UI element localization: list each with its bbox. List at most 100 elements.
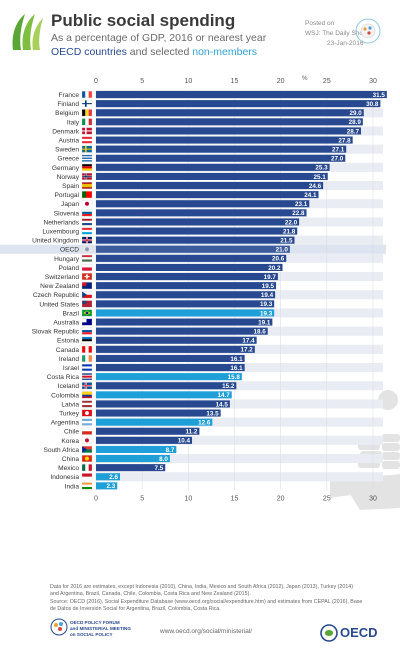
bar-china <box>96 455 170 463</box>
flag-icon-austria <box>81 136 93 144</box>
flag-icon-estonia <box>81 336 93 344</box>
bar-israel <box>96 364 245 372</box>
bar-poland <box>96 263 283 271</box>
value-label-belgium: 29.0 <box>350 110 363 117</box>
country-label-finland: Finland <box>57 101 79 108</box>
x-tick-label-bottom: 20 <box>277 495 285 502</box>
flag-icon-slovak-republic <box>81 327 93 335</box>
country-label-ireland: Ireland <box>59 356 79 363</box>
value-label-italy: 28.9 <box>349 119 362 126</box>
chart-subtitle: As a percentage of GDP, 2016 or nearest … <box>51 32 267 44</box>
bar-costa-rica <box>96 373 242 381</box>
row-stripe <box>96 399 383 409</box>
country-label-oecd: OECD <box>60 247 79 254</box>
bar-chile <box>96 427 200 435</box>
value-label-india: 2.3 <box>106 483 115 490</box>
posted-date: 23-Jan-2016 <box>327 40 364 47</box>
footnotes: Data for 2016 are estimates, except Indo… <box>50 584 395 613</box>
x-tick-label-bottom: 25 <box>323 495 331 502</box>
value-label-slovak-republic: 18.6 <box>253 328 266 335</box>
country-label-mexico: Mexico <box>58 465 79 472</box>
value-label-greece: 27.0 <box>331 156 344 163</box>
country-label-united-states: United States <box>39 301 79 308</box>
country-label-portugal: Portugal <box>54 192 79 199</box>
flag-icon-united-states <box>81 300 93 308</box>
posted-label: Posted on <box>305 20 335 27</box>
country-label-japan: Japan <box>61 201 79 208</box>
ministerial-url-link[interactable]: www.oecd.org/social/ministerial/ <box>160 628 253 635</box>
country-label-costa-rica: Costa Rica <box>47 374 80 381</box>
country-label-italy: Italy <box>67 119 80 126</box>
flag-icon-australia <box>81 318 93 326</box>
bar-sweden <box>96 145 347 153</box>
bar-czech-republic <box>96 291 276 299</box>
bar-new-zealand <box>96 282 277 290</box>
oecd-wordmark: OECD <box>340 625 378 640</box>
value-label-indonesia: 2.6 <box>109 474 118 481</box>
flag-icon-united-kingdom <box>81 236 93 244</box>
bar-oecd <box>96 245 290 253</box>
row-stripe <box>96 381 383 391</box>
footnote-3: Source: OECD (2016), Social Expenditure … <box>50 598 363 605</box>
flag-icon-slovenia <box>81 209 93 217</box>
value-label-iceland: 15.2 <box>222 383 235 390</box>
flag-icon-norway <box>81 173 93 180</box>
country-label-brazil: Brazil <box>63 310 80 317</box>
x-tick-label-bottom: 10 <box>184 495 192 502</box>
flag-icon-latvia <box>81 400 93 408</box>
bar-denmark <box>96 127 361 135</box>
bar-norway <box>96 172 328 180</box>
flag-icon-canada <box>81 345 93 353</box>
country-label-slovenia: Slovenia <box>54 210 80 217</box>
bar-ireland <box>96 354 245 362</box>
footnote-4: de Datos de Inversión Social for Argenti… <box>50 605 221 612</box>
legend-oecd: OECD countries <box>51 46 127 58</box>
country-label-hungary: Hungary <box>54 256 80 263</box>
footnote-1: Data for 2016 are estimates, except Indo… <box>50 584 353 590</box>
country-label-south-africa: South Africa <box>43 447 79 454</box>
country-label-greece: Greece <box>57 156 79 163</box>
bar-brazil <box>96 309 275 317</box>
flag-icon-iceland <box>81 382 93 390</box>
bar-south-africa <box>96 445 177 453</box>
daily-shot-badge-icon <box>355 18 381 44</box>
country-label-denmark: Denmark <box>52 128 79 135</box>
flag-icon-belgium <box>81 109 93 117</box>
bar-india <box>96 482 118 490</box>
value-label-south-africa: 8.7 <box>166 447 175 454</box>
flag-icon-japan <box>81 200 93 208</box>
country-label-united-kingdom: United Kingdom <box>32 238 79 245</box>
country-label-iceland: Iceland <box>58 383 80 390</box>
bar-latvia <box>96 400 230 408</box>
forum-line-1: OECD POLICY FORUM <box>70 620 120 625</box>
flag-icon-mexico <box>81 464 93 472</box>
value-label-oecd: 21.0 <box>276 247 289 254</box>
country-label-canada: Canada <box>56 347 79 354</box>
value-label-austria: 27.8 <box>338 137 351 144</box>
row-stripe <box>96 454 383 464</box>
value-label-portugal: 24.1 <box>304 192 317 199</box>
country-label-argentina: Argentina <box>51 420 80 427</box>
country-label-israel: Israel <box>63 365 80 372</box>
flag-icon-hungary <box>81 254 93 262</box>
country-label-netherlands: Netherlands <box>43 219 79 226</box>
x-tick-label-top: 5 <box>140 78 144 85</box>
value-label-new-zealand: 19.5 <box>262 283 275 290</box>
flag-icon-ireland <box>81 354 93 362</box>
row-stripe <box>96 435 383 445</box>
country-label-australia: Australia <box>53 319 79 326</box>
value-label-japan: 23.1 <box>295 201 308 208</box>
bar-germany <box>96 163 330 171</box>
bar-korea <box>96 436 193 444</box>
chart-title: Public social spending <box>51 11 236 30</box>
value-label-sweden: 27.1 <box>332 146 345 153</box>
bar-finland <box>96 100 381 108</box>
value-label-switzerland: 19.7 <box>264 274 277 281</box>
country-label-germany: Germany <box>52 165 80 172</box>
posted-info: Posted on WSJ: The Daily Shot 23-Jan-201… <box>305 19 365 49</box>
bar-belgium <box>96 109 364 117</box>
footnote-2: and Argentina, Brazil, Canada, Chile, Co… <box>50 591 251 598</box>
flag-icon-oecd <box>81 245 93 253</box>
country-label-france: France <box>58 92 79 99</box>
policy-forum-text: OECD POLICY FORUM and MINISTERIAL MEETIN… <box>70 620 131 638</box>
